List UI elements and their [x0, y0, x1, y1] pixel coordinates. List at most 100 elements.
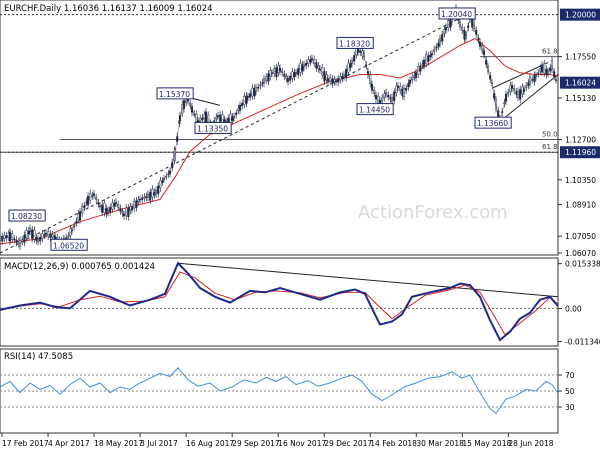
candle-body [550, 60, 554, 70]
candle-body [81, 206, 84, 214]
trend-line-2 [491, 62, 549, 89]
macd-header: MACD(12,26,9) 0.000765 0.001424 [4, 262, 155, 272]
rsi-tick-2: 30 [565, 403, 575, 412]
candle-body [275, 67, 278, 77]
candle-body [221, 114, 224, 123]
candle-body [329, 77, 332, 82]
candle-body [519, 89, 522, 100]
price-tick-8: 1.07050 [565, 232, 596, 241]
macd-layer: 0.015338 0.00 -0.011346 [0, 260, 600, 347]
candle-body [8, 231, 12, 242]
price-tick-4: 1.12700 [565, 136, 596, 145]
price-label-box-1 [336, 36, 374, 49]
candle-body [251, 87, 254, 97]
price-label-7: 1.08230 [11, 212, 42, 221]
fib-label-2: 61.8 [542, 143, 558, 151]
macd-tick-1: 0.00 [565, 304, 582, 313]
x-tick-label-8: 14 Feb 2018 [370, 439, 417, 448]
price-label-box-4 [474, 116, 512, 129]
x-tick-label-0: 17 Feb 2017 [2, 439, 49, 448]
candle-body [127, 207, 130, 217]
price-label-box-5 [194, 121, 232, 134]
rsi-header: RSI(14) 47.5085 [4, 352, 73, 362]
candle-body [1, 235, 4, 242]
candle-body [229, 113, 232, 124]
price-label-0: 1.20040 [441, 10, 472, 19]
fib-label-1: 50.0 [542, 131, 558, 139]
rsi-panel: RSI(14) 47.5085 [0, 348, 559, 434]
x-tick-label-10: 15 May 2018 [462, 439, 511, 448]
x-tick-label-11: 28 Jun 2018 [508, 439, 553, 448]
trend-line-3 [497, 74, 559, 124]
price-tick-5: 1.11960 [565, 148, 596, 157]
price-header: EURCHF.Daily 1.16036 1.16137 1.16009 1.1… [4, 4, 213, 14]
rsi-line [0, 367, 559, 415]
macd-line [0, 261, 559, 342]
price-line [0, 8, 559, 245]
x-tick-label-2: 18 May 2017 [94, 439, 143, 448]
macd-signal-line [0, 271, 559, 336]
price-tick-0: 1.20000 [565, 11, 596, 20]
rsi-tick-1: 50 [565, 387, 575, 396]
x-tick-label-6: 16 Nov 2017 [278, 439, 326, 448]
price-label-5: 1.13350 [197, 124, 228, 133]
x-tick-label-1: 4 Apr 2017 [48, 439, 90, 448]
price-label-6: 1.06520 [53, 241, 84, 250]
x-tick-label-4: 16 Aug 2017 [186, 439, 234, 448]
price-tick-1: 1.17550 [565, 53, 596, 62]
price-label-3: 1.14450 [359, 106, 390, 115]
candle-body [103, 202, 106, 213]
candle-body [238, 104, 242, 111]
fib-label-0: 61.8 [542, 48, 558, 56]
x-tick-label-7: 29 Dec 2017 [324, 439, 372, 448]
price-panel: EURCHF.Daily 1.16036 1.16137 1.16009 1.1… [0, 0, 559, 256]
price-label-1: 1.18320 [339, 39, 370, 48]
macd-trend-line-0 [177, 262, 559, 298]
price-tick-9: 1.06070 [565, 249, 596, 258]
price-label-box-3 [356, 103, 394, 116]
rsi-layer: 70 50 30 [0, 367, 575, 415]
macd-tick-2: -0.011346 [565, 338, 600, 347]
x-tick-label-9: 30 Mar 2018 [416, 439, 464, 448]
candle-body [331, 78, 334, 85]
price-label-box-6 [50, 238, 88, 251]
x-tick-label-3: 3 Jul 2017 [140, 439, 178, 448]
macd-panel: MACD(12,26,9) 0.000765 0.001424 [0, 257, 559, 347]
candle-body [125, 207, 128, 217]
price-tick-0-bg [560, 8, 600, 21]
candle-body [149, 191, 152, 201]
candle-body [151, 188, 154, 198]
candle-body [313, 59, 316, 64]
price-label-2: 1.15370 [159, 90, 190, 99]
candle-body [369, 74, 372, 84]
candle-body [47, 231, 50, 237]
candle-body [441, 34, 444, 42]
macd-tick-0: 0.015338 [565, 260, 600, 269]
price-label-box-2 [156, 87, 194, 100]
x-tick-label-5: 29 Sep 2017 [232, 439, 280, 448]
candle-body [528, 76, 532, 85]
candle-body [395, 85, 398, 93]
candle-body [195, 114, 198, 122]
price-label-4: 1.13660 [477, 119, 508, 128]
watermark: ActionForex.com [358, 202, 508, 223]
candle-body [543, 63, 546, 74]
candle-body [273, 68, 276, 74]
price-label-box-0 [438, 7, 476, 20]
price-layer: 61.8 50.0 61.8 1.20040 1.18320 1.15370 1.14450… [0, 4, 600, 258]
price-tick-2: 1.16024 [565, 79, 596, 88]
rsi-tick-0: 70 [565, 371, 575, 380]
price-tick-6: 1.10350 [565, 176, 596, 185]
candle-body [101, 204, 104, 213]
moving-average-line [0, 38, 559, 245]
candle-body [299, 62, 302, 73]
price-tick-3: 1.15130 [565, 94, 596, 103]
price-tick-5-bg [560, 146, 600, 159]
price-tick-2-bg [560, 76, 600, 89]
price-tick-7: 1.08910 [565, 200, 596, 209]
price-label-box-7 [8, 209, 46, 222]
candle-body [425, 54, 428, 64]
candle-body [69, 228, 72, 236]
